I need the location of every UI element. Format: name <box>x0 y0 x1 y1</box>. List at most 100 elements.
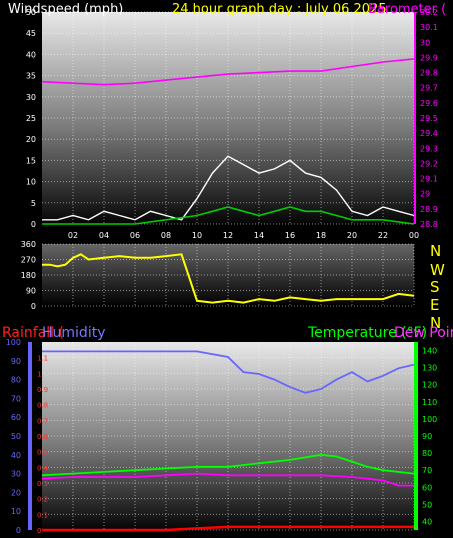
humidity-line <box>42 350 415 394</box>
temperature-tick-label: 90 <box>422 432 432 441</box>
wind-tick-label: 45 <box>26 29 36 38</box>
hour-tick-label: 22 <box>378 231 388 240</box>
wind-tick-label: 15 <box>26 156 36 165</box>
rain-tick-label: 0.1 <box>37 511 48 519</box>
hour-tick-label: 04 <box>99 231 109 240</box>
wind-direction-grid <box>42 243 415 307</box>
humidity-tick-label: 60 <box>11 413 21 422</box>
humidity-tick-label: 80 <box>11 376 21 385</box>
wind-direction-panel: 0 90 180 270 360 N W S E N <box>21 240 445 332</box>
temperature-tick-label: 40 <box>422 517 432 526</box>
rainfall-legend: Rainfall ( <box>2 325 64 341</box>
wind-baro-panel: 0 5 10 15 20 25 30 35 40 45 50 30.2 30.1 30 29.9 29.8 2… <box>8 2 446 240</box>
wind-direction-line <box>42 253 415 304</box>
humidity-tick-label: 20 <box>11 488 21 497</box>
direction-tick-label: 180 <box>21 271 36 280</box>
climate-series <box>41 350 415 532</box>
rain-tick-label: 0.9 <box>37 386 48 394</box>
humidity-legend: Humidity <box>42 325 105 341</box>
rain-tick-label: 0.7 <box>37 417 48 425</box>
baro-tick-label: 28.9 <box>420 205 438 214</box>
rain-axis-bar <box>28 342 32 530</box>
wind-baro-series <box>41 58 415 225</box>
hour-tick-label: 14 <box>254 231 264 240</box>
temperature-axis: 40 50 60 70 80 90 100 110 120 130 140 <box>422 347 437 527</box>
wind-tick-label: 20 <box>26 135 36 144</box>
rain-tick-label: 0.3 <box>37 480 48 488</box>
compass-label: W <box>430 261 445 279</box>
wind-tick-label: 5 <box>31 199 36 208</box>
temp-axis-bar <box>414 342 418 530</box>
humidity-tick-label: 40 <box>11 451 21 460</box>
wind-tick-label: 25 <box>26 114 36 123</box>
direction-tick-label: 360 <box>21 240 36 249</box>
temperature-tick-label: 70 <box>422 466 432 475</box>
barometer-line <box>41 58 415 86</box>
baro-tick-label: 29 <box>420 190 430 199</box>
climate-grid <box>42 342 415 531</box>
rain-tick-label: 1.1 <box>37 355 48 363</box>
hour-axis: 02 04 06 08 10 12 14 16 18 20 22 00 <box>68 231 419 240</box>
baro-tick-label: 30 <box>420 38 430 47</box>
temperature-line <box>41 453 415 477</box>
rain-tick-label: 0.4 <box>37 464 49 472</box>
rainfall-line <box>42 525 414 532</box>
rain-tick-label: 0 <box>37 527 41 535</box>
wind-baro-grid <box>42 11 415 225</box>
baro-tick-label: 30.1 <box>420 23 438 32</box>
hour-tick-label: 10 <box>192 231 202 240</box>
temperature-tick-label: 110 <box>422 398 437 407</box>
windspeed-line <box>42 155 415 221</box>
wind-direction-series <box>42 253 415 304</box>
hour-tick-label: 16 <box>285 231 295 240</box>
wind-tick-label: 30 <box>26 93 36 102</box>
temperature-tick-label: 120 <box>422 381 437 390</box>
hour-tick-label: 20 <box>347 231 357 240</box>
humidity-tick-label: 10 <box>11 507 21 516</box>
humidity-axis: 0 10 20 30 40 50 60 70 80 90 100 <box>6 338 21 535</box>
rain-tick-label: 0.2 <box>37 496 48 504</box>
humidity-tick-label: 100 <box>6 338 21 347</box>
wind-axis: 0 5 10 15 20 25 30 35 40 45 50 <box>26 8 36 229</box>
baro-tick-label: 29.2 <box>420 159 438 168</box>
rain-tick-label: 0.5 <box>37 449 48 457</box>
hour-tick-label: 12 <box>223 231 233 240</box>
rain-axis: 0 0.1 0.2 0.3 0.4 0.5 0.6 0.7 0.8 0.9 1 1.1 <box>37 355 49 535</box>
temperature-tick-label: 140 <box>422 347 437 356</box>
rain-tick-label: 0.6 <box>37 433 49 441</box>
humidity-tick-label: 50 <box>11 432 21 441</box>
dewpoint-legend: Dew Point <box>394 325 453 341</box>
hour-tick-label: 06 <box>130 231 140 240</box>
compass-label: N <box>430 314 441 332</box>
rain-tick-label: 0.8 <box>37 402 48 410</box>
wind-tick-label: 35 <box>26 72 36 81</box>
direction-tick-label: 270 <box>21 256 36 265</box>
humidity-tick-label: 90 <box>11 357 21 366</box>
direction-tick-label: 90 <box>26 287 36 296</box>
baro-tick-label: 29.1 <box>420 175 438 184</box>
temperature-tick-label: 130 <box>422 364 437 373</box>
dewpoint-line <box>41 472 414 487</box>
direction-tick-label: 0 <box>31 302 36 311</box>
wind-tick-label: 50 <box>26 8 36 17</box>
baro-tick-label: 29.4 <box>420 129 438 138</box>
rain-tick-label: 1 <box>37 370 41 378</box>
humidity-tick-label: 0 <box>16 526 21 535</box>
baro-tick-label: 29.5 <box>420 114 438 123</box>
baro-tick-label: 29.3 <box>420 144 438 153</box>
baro-tick-label: 28.8 <box>420 220 438 229</box>
wind-tick-label: 40 <box>26 50 36 59</box>
temperature-legend: Temperature (°F) <box>307 325 427 341</box>
hour-tick-label: 00 <box>409 231 419 240</box>
wind-tick-label: 10 <box>26 178 36 187</box>
climate-panel: 0 0.1 0.2 0.3 0.4 0.5 0.6 0.7 0.8 0.9 1 1.1 0 10 20 30… <box>2 325 453 535</box>
temperature-tick-label: 50 <box>422 500 432 509</box>
baro-tick-label: 29.7 <box>420 84 438 93</box>
temperature-tick-label: 80 <box>422 449 432 458</box>
graph-title: 24 hour graph day : July 06 2025 <box>172 2 387 17</box>
baro-tick-label: 29.9 <box>420 53 438 62</box>
compass-label: E <box>430 296 439 314</box>
direction-axis: 0 90 180 270 360 <box>21 240 36 311</box>
hour-tick-label: 02 <box>68 231 78 240</box>
temperature-tick-label: 100 <box>422 415 437 424</box>
